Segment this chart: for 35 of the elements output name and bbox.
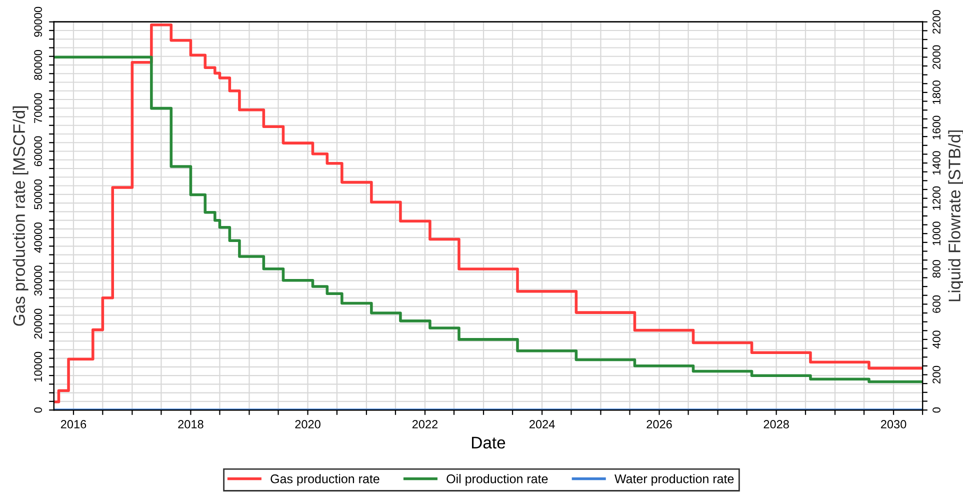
y2-tick-label: 1600 bbox=[932, 116, 940, 140]
y2-tick-label: 1400 bbox=[932, 151, 940, 175]
y-tick-label: 20000 bbox=[34, 308, 42, 339]
y2-tick-label: 200 bbox=[932, 366, 940, 384]
legend-label: Gas production rate bbox=[270, 474, 380, 486]
y2-tick-label: 0 bbox=[932, 407, 940, 413]
y2-tick-label: 2000 bbox=[932, 45, 940, 69]
x-tick-label: 2026 bbox=[646, 420, 672, 428]
y2-tick-label: 600 bbox=[932, 295, 940, 313]
y-tick-label: 10000 bbox=[34, 352, 42, 382]
y2-tick-label: 800 bbox=[932, 260, 940, 278]
y-tick-label: 0 bbox=[34, 407, 42, 413]
y-tick-label: 50000 bbox=[34, 179, 42, 210]
x-tick-label: 2028 bbox=[764, 420, 789, 428]
x-tick-label: 2018 bbox=[178, 420, 204, 428]
y2-tick-label: 1000 bbox=[932, 222, 940, 246]
y-tick-label: 30000 bbox=[34, 266, 42, 296]
y2-tick-label: 1200 bbox=[932, 186, 940, 210]
x-tick-label: 2016 bbox=[60, 420, 86, 428]
y-tick-label: 60000 bbox=[34, 136, 42, 166]
x-axis-title: Date bbox=[472, 436, 506, 449]
y-tick-label: 40000 bbox=[34, 222, 42, 253]
y2-tick-label: 2200 bbox=[932, 10, 940, 34]
x-tick-label: 2020 bbox=[295, 420, 320, 428]
x-tick-label: 2022 bbox=[412, 420, 438, 428]
y-axis-title: Gas production rate [MSCF/d] bbox=[12, 106, 28, 326]
legend-label: Water production rate bbox=[614, 474, 734, 486]
legend-label: Oil production rate bbox=[446, 474, 548, 486]
y2-tick-label: 400 bbox=[932, 330, 940, 348]
y-tick-label: 80000 bbox=[34, 50, 42, 80]
y-tick-label: 90000 bbox=[34, 6, 42, 37]
x-tick-label: 2030 bbox=[880, 420, 906, 428]
y2-tick-label: 1800 bbox=[932, 80, 940, 104]
x-tick-label: 2024 bbox=[530, 420, 555, 428]
y-tick-label: 70000 bbox=[34, 93, 42, 124]
